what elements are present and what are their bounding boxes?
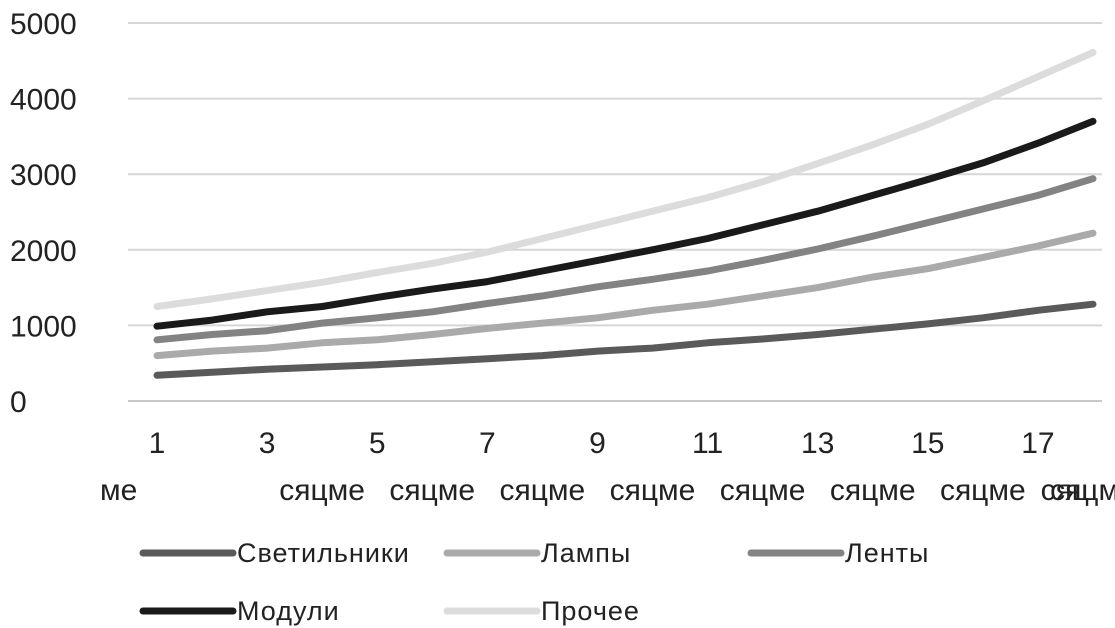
legend-item: Лампы bbox=[443, 538, 631, 568]
series-line-4 bbox=[153, 49, 1097, 310]
legend-label: Лампы bbox=[541, 538, 631, 568]
legend-label: Светильники bbox=[237, 538, 410, 568]
x-axis-tick-labels: 1ме3сяцме5сяцме7сяцме9сяцме11сяцме13сяцм… bbox=[100, 427, 1115, 507]
legend-label: Ленты bbox=[845, 538, 929, 568]
legend-label: Прочее bbox=[541, 596, 640, 626]
series-line-1 bbox=[153, 229, 1097, 360]
y-axis-tick-labels: 0 1000 2000 3000 4000 5000 bbox=[10, 8, 77, 419]
legend-item: Модули bbox=[139, 596, 340, 626]
x-tick-number: 3 bbox=[259, 427, 276, 460]
y-tick-label: 5000 bbox=[10, 8, 77, 41]
series-line-2 bbox=[153, 175, 1097, 344]
x-tick-number: 13 bbox=[801, 427, 834, 460]
x-tick-number: 7 bbox=[479, 427, 496, 460]
x-tick-number: 11 bbox=[692, 427, 723, 460]
series-line-3 bbox=[153, 117, 1097, 330]
legend-item: Прочее bbox=[443, 596, 640, 626]
x-tick-number: 17 bbox=[1021, 427, 1054, 460]
x-tick-word: сяцме bbox=[720, 474, 806, 507]
x-tick-word: сяцме bbox=[279, 474, 365, 507]
x-tick-number: 9 bbox=[589, 427, 606, 460]
y-tick-label: 4000 bbox=[10, 84, 77, 117]
x-tick-number: 5 bbox=[369, 427, 386, 460]
x-tick-number: 15 bbox=[911, 427, 944, 460]
x-tick-word: ме bbox=[100, 474, 137, 507]
x-tick-word: сяц bbox=[1041, 474, 1089, 507]
y-tick-label: 2000 bbox=[10, 235, 77, 268]
x-tick-word: сяцме bbox=[940, 474, 1026, 507]
y-tick-label: 3000 bbox=[10, 159, 77, 192]
series-lines bbox=[153, 49, 1097, 379]
legend: Светильники Лампы Ленты Модули Прочее bbox=[139, 538, 929, 626]
legend-label: Модули bbox=[237, 596, 340, 626]
x-tick-word: сяцме bbox=[610, 474, 696, 507]
x-tick-word: сяцме bbox=[1050, 474, 1115, 507]
y-tick-label: 1000 bbox=[10, 310, 77, 343]
x-tick-number: 1 bbox=[149, 427, 166, 460]
legend-item: Светильники bbox=[139, 538, 410, 568]
x-tick-word: сяцме bbox=[389, 474, 475, 507]
x-tick-word: сяцме bbox=[499, 474, 585, 507]
x-tick-word: сяцме bbox=[830, 474, 916, 507]
legend-item: Ленты bbox=[747, 538, 929, 568]
series-line-0 bbox=[153, 300, 1097, 379]
y-tick-label: 0 bbox=[10, 386, 27, 419]
